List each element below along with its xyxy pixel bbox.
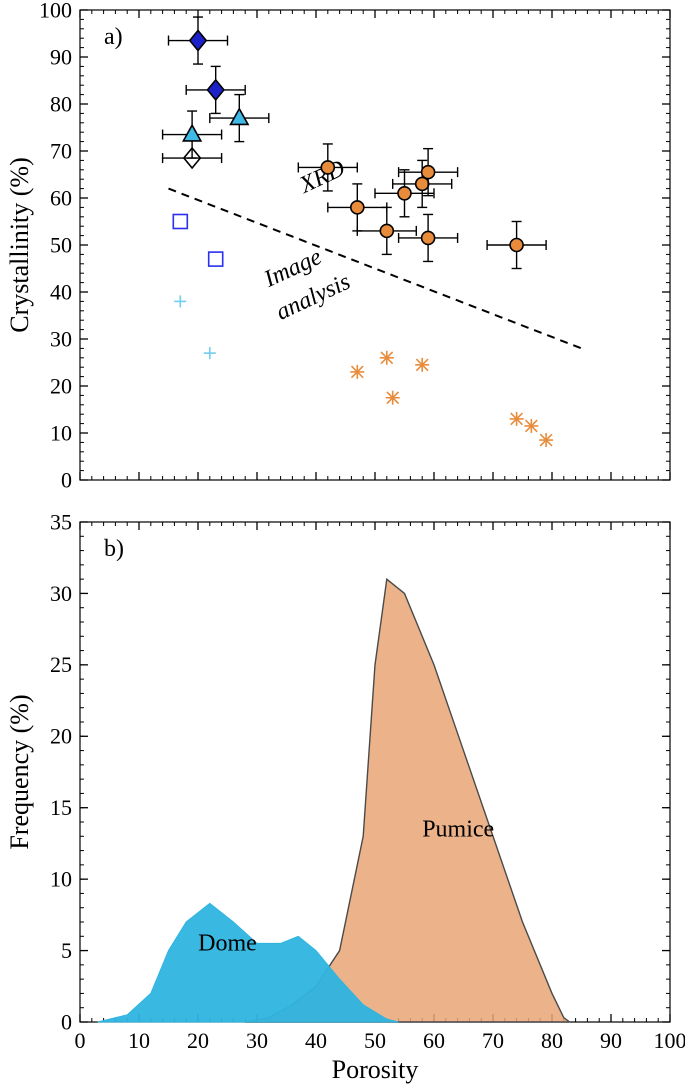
svg-text:XRD: XRD [295, 155, 349, 199]
svg-text:0: 0 [61, 1009, 72, 1034]
svg-text:0: 0 [75, 1028, 86, 1053]
svg-text:20: 20 [50, 724, 72, 749]
svg-text:50: 50 [50, 232, 72, 257]
svg-text:60: 60 [423, 1028, 445, 1053]
svg-text:100: 100 [654, 1028, 685, 1053]
svg-text:100: 100 [39, 0, 72, 22]
svg-text:Porosity: Porosity [332, 1055, 419, 1084]
svg-text:Crystallinity (%): Crystallinity (%) [5, 157, 34, 332]
svg-text:Dome: Dome [198, 931, 257, 957]
figure-container: 0102030405060708090100Crystallinity (%)a… [0, 0, 685, 1091]
svg-text:Pumice: Pumice [422, 816, 494, 842]
svg-text:80: 80 [50, 91, 72, 116]
svg-text:90: 90 [50, 44, 72, 69]
svg-text:5: 5 [61, 938, 72, 963]
figure-svg: 0102030405060708090100Crystallinity (%)a… [0, 0, 685, 1091]
svg-text:40: 40 [50, 279, 72, 304]
svg-text:70: 70 [50, 138, 72, 163]
svg-text:30: 30 [246, 1028, 268, 1053]
svg-text:70: 70 [482, 1028, 504, 1053]
svg-text:10: 10 [50, 866, 72, 891]
svg-text:80: 80 [541, 1028, 563, 1053]
svg-text:35: 35 [50, 509, 72, 534]
svg-text:30: 30 [50, 581, 72, 606]
svg-text:10: 10 [128, 1028, 150, 1053]
svg-text:b): b) [104, 536, 124, 562]
svg-text:60: 60 [50, 185, 72, 210]
svg-text:25: 25 [50, 652, 72, 677]
svg-text:a): a) [104, 24, 123, 50]
svg-text:20: 20 [187, 1028, 209, 1053]
svg-text:20: 20 [50, 373, 72, 398]
svg-text:0: 0 [61, 467, 72, 492]
svg-text:40: 40 [305, 1028, 327, 1053]
svg-text:Frequency (%): Frequency (%) [5, 694, 34, 849]
svg-text:30: 30 [50, 326, 72, 351]
svg-text:90: 90 [600, 1028, 622, 1053]
svg-text:10: 10 [50, 420, 72, 445]
svg-text:50: 50 [364, 1028, 386, 1053]
svg-text:15: 15 [50, 795, 72, 820]
